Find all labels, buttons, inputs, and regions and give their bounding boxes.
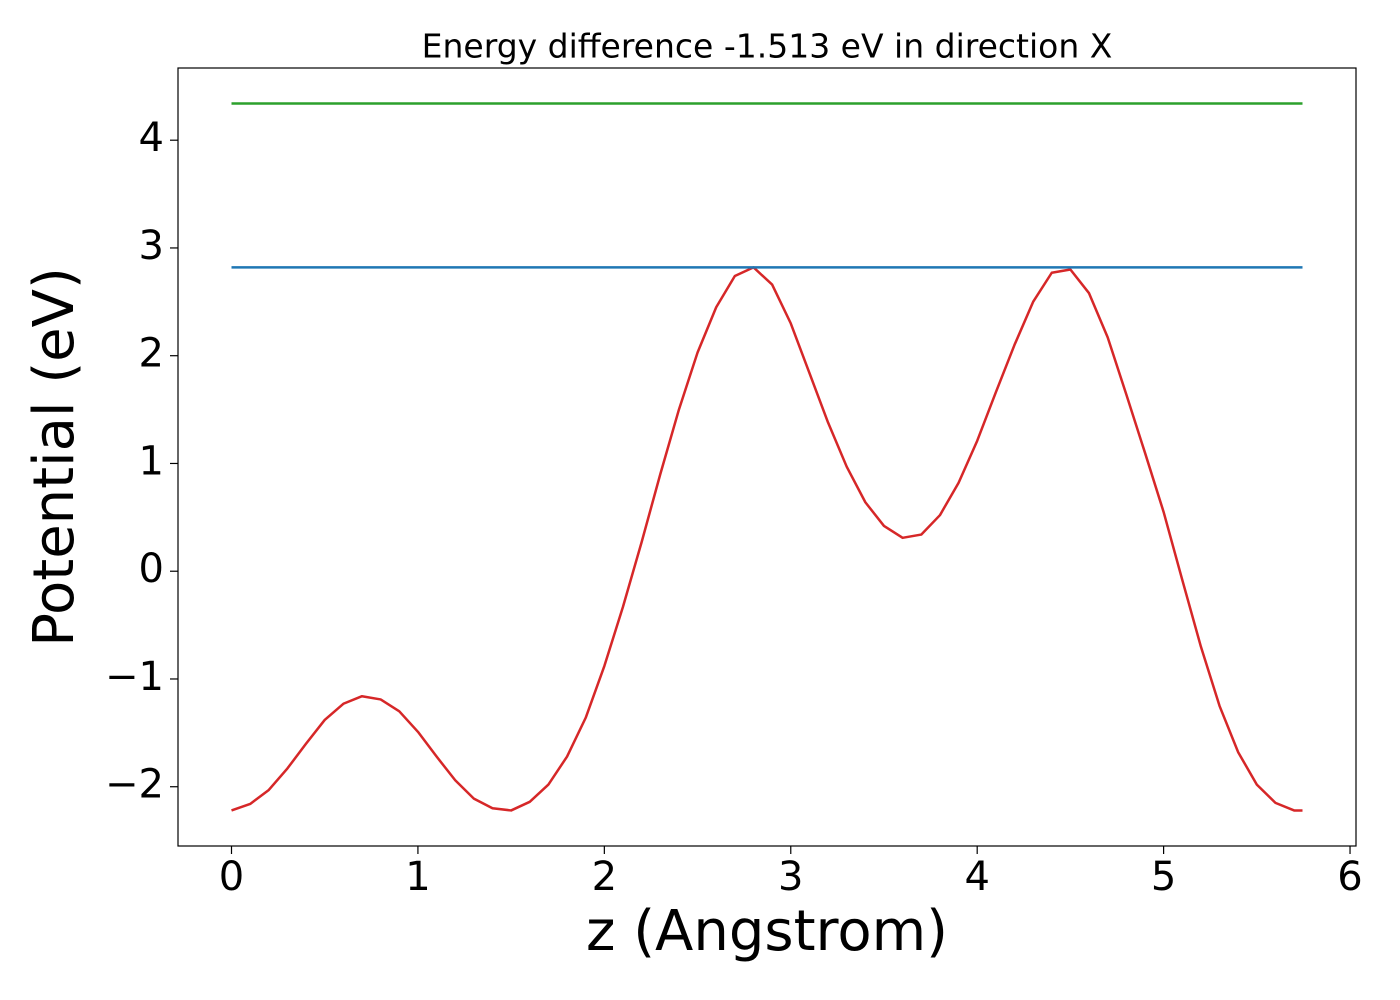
x-tick-label: 2 bbox=[592, 854, 617, 900]
x-tick-label: 3 bbox=[778, 854, 803, 900]
x-tick-label: 4 bbox=[964, 854, 989, 900]
y-tick-label: −2 bbox=[105, 762, 164, 808]
y-tick-label: 1 bbox=[139, 438, 164, 484]
y-tick-label: 0 bbox=[139, 546, 164, 592]
y-tick-label: 4 bbox=[139, 115, 164, 161]
y-tick-label: −1 bbox=[105, 654, 164, 700]
x-tick-label: 5 bbox=[1151, 854, 1176, 900]
y-axis-label: Potential (eV) bbox=[22, 267, 87, 647]
line bbox=[231, 266, 1303, 812]
x-tick-label: 1 bbox=[405, 854, 430, 900]
y-tick-label: 2 bbox=[139, 331, 164, 377]
chart-title: Energy difference -1.513 eV in direction… bbox=[422, 27, 1113, 66]
plot-frame bbox=[177, 67, 1357, 847]
x-tick-label: 6 bbox=[1337, 854, 1362, 900]
x-tick-label: 0 bbox=[219, 854, 244, 900]
x-axis-label: z (Angstrom) bbox=[586, 899, 948, 964]
y-tick-label: 3 bbox=[139, 223, 164, 269]
